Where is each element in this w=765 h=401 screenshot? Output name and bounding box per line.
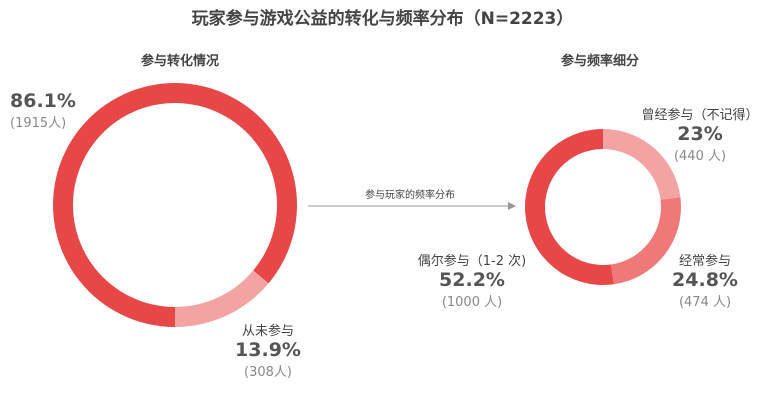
donut-slice — [603, 129, 681, 200]
slice-label-once: 曾经参与（不记得） 23% (440 人) — [640, 104, 760, 164]
donut-slice — [525, 129, 614, 285]
slice-percent: 86.1% — [10, 90, 76, 112]
donut-right-title: 参与频率细分 — [560, 54, 639, 69]
slice-label-sometimes: 偶尔参与（1-2 次) 52.2% (1000 人) — [412, 250, 532, 310]
donut-conversion — [52, 82, 298, 327]
slice-count: (1000 人) — [441, 295, 503, 310]
slice-category: 曾经参与（不记得） — [641, 108, 759, 123]
slice-percent: 13.9% — [235, 339, 301, 361]
slice-category: 从未参与 — [241, 324, 294, 339]
donut-slice — [175, 270, 269, 327]
chart-title: 玩家参与游戏公益的转化与频率分布（N=2223） — [191, 9, 574, 29]
donut-left-title: 参与转化情况 — [140, 54, 219, 69]
slice-percent: 24.8% — [672, 269, 738, 291]
slice-percent: 52.2% — [439, 269, 505, 291]
slice-count: (474 人) — [678, 295, 732, 310]
donut-frequency — [525, 129, 681, 285]
slice-count: (1915人) — [10, 116, 67, 131]
arrow-head — [508, 202, 516, 210]
slice-label-participated: 86.1% (1915人) — [10, 90, 76, 131]
slice-count: (308人) — [244, 365, 292, 380]
slice-category: 经常参与 — [678, 254, 731, 269]
slice-category: 偶尔参与（1-2 次) — [417, 254, 527, 269]
slice-label-often: 经常参与 24.8% (474 人) — [665, 250, 745, 310]
slice-label-never: 从未参与 13.9% (308人) — [228, 320, 308, 380]
slice-count: (440 人) — [673, 149, 727, 164]
slice-percent: 23% — [677, 123, 723, 145]
arrow-label: 参与玩家的频率分布 — [365, 190, 455, 201]
donut-slice — [610, 197, 681, 285]
